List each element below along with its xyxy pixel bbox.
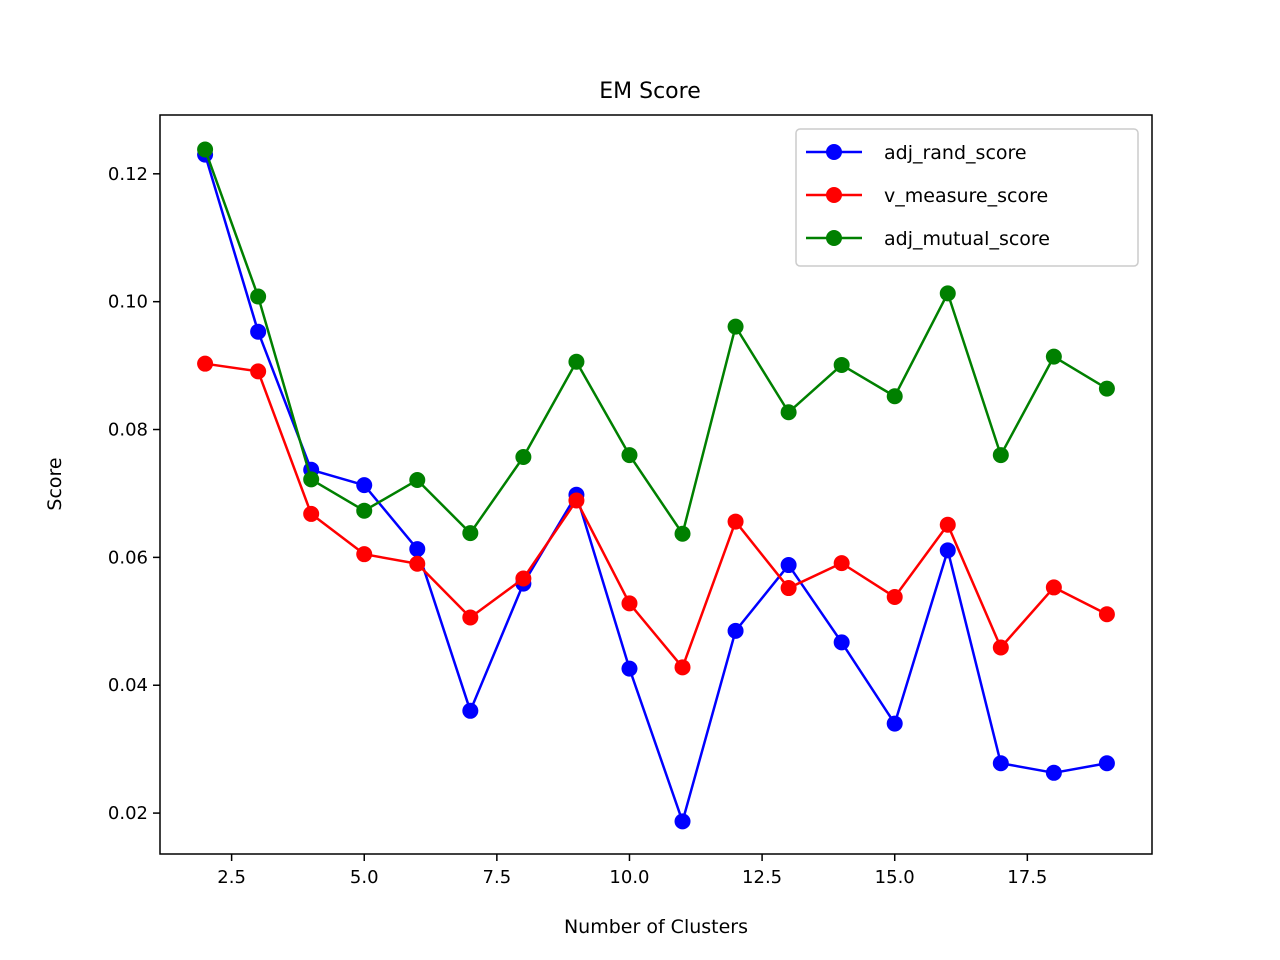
data-point-v_measure_score-17 bbox=[992, 639, 1009, 656]
data-point-adj_rand_score-5 bbox=[356, 477, 373, 494]
data-point-v_measure_score-2 bbox=[197, 355, 214, 372]
x-tick-label: 15.0 bbox=[875, 867, 915, 888]
data-point-adj_mutual_score-19 bbox=[1098, 380, 1115, 397]
legend-swatch-marker bbox=[826, 230, 842, 246]
data-point-adj_rand_score-15 bbox=[886, 715, 903, 732]
data-point-adj_rand_score-11 bbox=[674, 813, 691, 830]
x-tick-label: 10.0 bbox=[609, 867, 649, 888]
data-point-v_measure_score-15 bbox=[886, 589, 903, 606]
y-axis: 0.02 0.04 0.06 0.08 0.10 0.12 bbox=[108, 164, 160, 824]
data-point-adj_mutual_score-4 bbox=[303, 471, 320, 488]
data-point-v_measure_score-13 bbox=[780, 580, 797, 597]
series-line-v_measure_score bbox=[204, 362, 1108, 669]
data-point-v_measure_score-9 bbox=[568, 492, 585, 509]
data-point-v_measure_score-11 bbox=[674, 659, 691, 676]
series-adj_mutual_score bbox=[197, 141, 1115, 542]
data-point-adj_mutual_score-12 bbox=[727, 318, 744, 335]
data-point-v_measure_score-16 bbox=[939, 516, 956, 533]
x-tick-label: 5.0 bbox=[350, 867, 379, 888]
y-tick-label: 0.08 bbox=[108, 420, 148, 441]
y-tick-label: 0.12 bbox=[108, 164, 148, 185]
data-point-v_measure_score-4 bbox=[303, 505, 320, 522]
legend-swatch-marker bbox=[826, 144, 842, 160]
data-point-v_measure_score-10 bbox=[621, 595, 638, 612]
data-point-v_measure_score-3 bbox=[250, 363, 267, 380]
legend-swatch-marker bbox=[826, 187, 842, 203]
legend-label: v_measure_score bbox=[884, 185, 1048, 207]
series-line-adj_rand_score bbox=[203, 154, 1108, 823]
data-point-v_measure_score-8 bbox=[515, 570, 532, 587]
data-point-adj_mutual_score-3 bbox=[250, 288, 267, 305]
plot-area-frame bbox=[159, 114, 1153, 855]
data-point-adj_rand_score-12 bbox=[727, 622, 744, 639]
data-point-adj_rand_score-13 bbox=[780, 557, 797, 574]
data-point-adj_rand_score-17 bbox=[992, 755, 1009, 772]
legend-box bbox=[795, 128, 1139, 267]
data-point-adj_rand_score-6 bbox=[409, 541, 426, 558]
data-point-adj_mutual_score-2 bbox=[197, 141, 214, 158]
legend-label: adj_mutual_score bbox=[884, 228, 1050, 250]
legend-item-v_measure_score: v_measure_score bbox=[806, 185, 1048, 207]
data-point-adj_mutual_score-11 bbox=[674, 525, 691, 542]
data-point-adj_rand_score-19 bbox=[1098, 755, 1115, 772]
legend: adj_rand_score v_measure_score adj_mutual_… bbox=[795, 128, 1139, 267]
data-point-v_measure_score-18 bbox=[1045, 579, 1062, 596]
y-axis-label: Score bbox=[44, 457, 66, 510]
data-point-adj_rand_score-18 bbox=[1045, 764, 1062, 781]
legend-label: adj_rand_score bbox=[884, 142, 1027, 164]
data-point-adj_rand_score-16 bbox=[939, 542, 956, 559]
data-point-adj_mutual_score-16 bbox=[939, 285, 956, 302]
series-v_measure_score bbox=[197, 355, 1115, 676]
series-layer bbox=[197, 141, 1115, 830]
data-point-adj_rand_score-3 bbox=[250, 323, 267, 340]
chart-title: EM Score bbox=[599, 79, 701, 104]
x-axis: 2.5 5.0 7.5 10.0 12.5 15.0 17.5 bbox=[217, 854, 1047, 888]
data-point-adj_rand_score-7 bbox=[462, 702, 479, 719]
legend-item-adj_rand_score: adj_rand_score bbox=[806, 142, 1027, 164]
data-point-adj_mutual_score-10 bbox=[621, 447, 638, 464]
series-line-adj_mutual_score bbox=[203, 149, 1108, 535]
y-tick-label: 0.02 bbox=[108, 803, 148, 824]
x-axis-label: Number of Clusters bbox=[564, 916, 748, 938]
y-tick-label: 0.04 bbox=[108, 675, 148, 696]
data-point-adj_rand_score-10 bbox=[621, 660, 638, 677]
x-tick-label: 17.5 bbox=[1007, 867, 1047, 888]
data-point-adj_rand_score-14 bbox=[833, 634, 850, 651]
data-point-adj_mutual_score-15 bbox=[886, 388, 903, 405]
data-point-v_measure_score-12 bbox=[727, 513, 744, 530]
y-tick-label: 0.10 bbox=[108, 292, 148, 313]
data-point-adj_mutual_score-5 bbox=[356, 502, 373, 519]
data-point-adj_mutual_score-8 bbox=[515, 449, 532, 466]
data-point-adj_mutual_score-9 bbox=[568, 353, 585, 370]
data-point-adj_mutual_score-6 bbox=[409, 472, 426, 489]
data-point-adj_mutual_score-18 bbox=[1045, 348, 1062, 365]
data-point-adj_mutual_score-7 bbox=[462, 525, 479, 542]
series-adj_rand_score bbox=[197, 146, 1115, 830]
y-tick-label: 0.06 bbox=[108, 547, 148, 568]
data-point-v_measure_score-14 bbox=[833, 555, 850, 572]
x-tick-label: 12.5 bbox=[742, 867, 782, 888]
x-tick-label: 2.5 bbox=[217, 867, 246, 888]
data-point-adj_mutual_score-13 bbox=[780, 404, 797, 421]
data-point-v_measure_score-19 bbox=[1098, 606, 1115, 623]
x-tick-label: 7.5 bbox=[483, 867, 512, 888]
data-point-v_measure_score-7 bbox=[462, 609, 479, 626]
data-point-v_measure_score-5 bbox=[356, 546, 373, 563]
legend-item-adj_mutual_score: adj_mutual_score bbox=[806, 228, 1050, 250]
data-point-adj_mutual_score-14 bbox=[833, 356, 850, 373]
data-point-adj_mutual_score-17 bbox=[992, 447, 1009, 464]
data-point-v_measure_score-6 bbox=[409, 555, 426, 572]
